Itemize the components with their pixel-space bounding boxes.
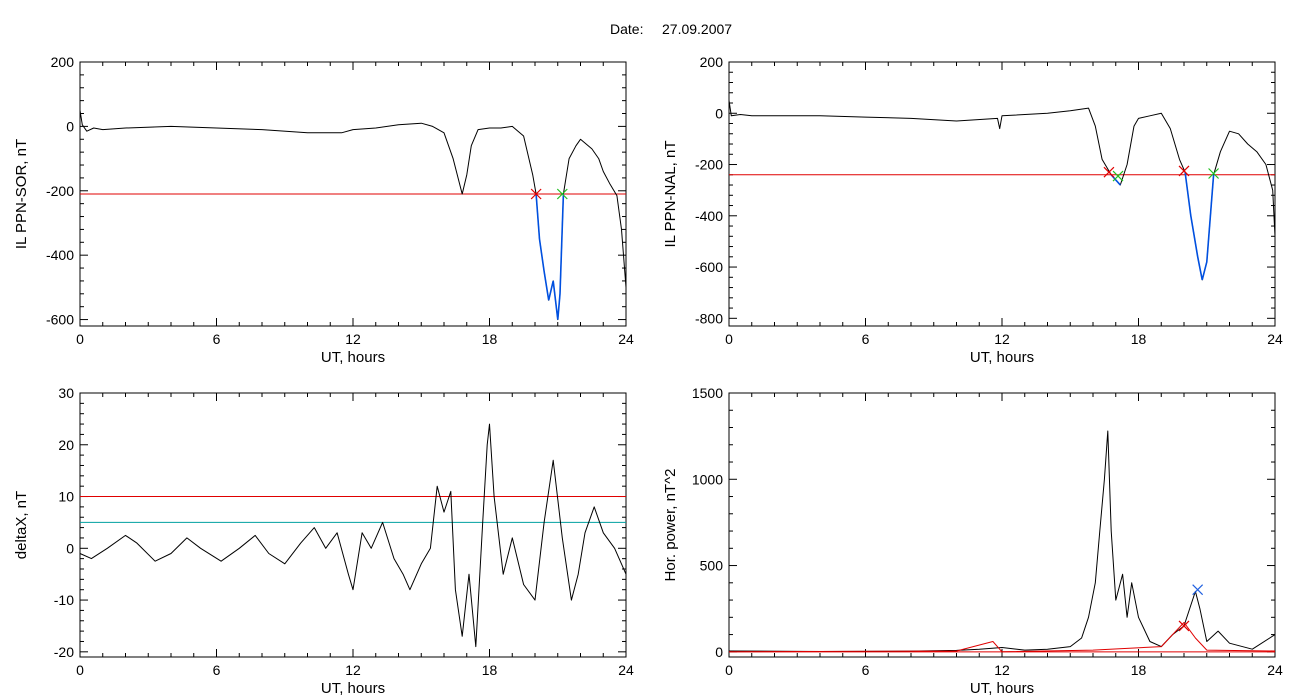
marker-red: [1178, 620, 1190, 632]
x-tick-label: 24: [618, 331, 634, 347]
marker-red: [1178, 165, 1190, 177]
x-tick-label: 6: [213, 331, 221, 347]
x-tick-label: 12: [345, 662, 361, 678]
x-axis-label: UT, hours: [970, 680, 1034, 697]
highlight-segment: [535, 193, 565, 320]
y-tick-label: -10: [54, 592, 74, 608]
series-line-1: [728, 100, 1276, 281]
plot-frame: [728, 61, 1276, 327]
x-tick-label: 12: [345, 331, 361, 347]
marker-red: [530, 188, 542, 200]
y-axis-label: deltaX, nT: [13, 491, 30, 559]
y-tick-label: -200: [46, 183, 74, 199]
y-tick-label: 200: [700, 54, 724, 70]
y-tick-label: -400: [46, 247, 74, 263]
series-line-1: [79, 423, 627, 648]
y-tick-label: 1000: [692, 471, 723, 487]
x-tick-label: 0: [725, 662, 733, 678]
marker-green: [556, 188, 568, 200]
chart-panel-4: 0 6 12 18 24 1500 1000 500 0 UT, hours Hor. power,…: [662, 385, 1283, 697]
x-tick-label: 24: [1267, 331, 1283, 347]
x-tick-label: 18: [482, 331, 498, 347]
y-tick-label: -800: [695, 310, 723, 326]
y-tick-label: -400: [695, 208, 723, 224]
x-tick-label: 0: [725, 331, 733, 347]
y-tick-label: -200: [695, 157, 723, 173]
y-tick-label: 20: [58, 437, 74, 453]
y-tick-label: -20: [54, 644, 74, 660]
series-line-2: [728, 622, 1276, 653]
x-tick-label: 18: [1131, 331, 1147, 347]
x-tick-label: 0: [76, 662, 84, 678]
marker-green: [1112, 170, 1124, 182]
y-tick-label: 0: [715, 644, 723, 660]
x-tick-label: 24: [618, 662, 634, 678]
y-tick-label: 1500: [692, 385, 723, 401]
y-tick-label: 0: [715, 105, 723, 121]
x-tick-label: 18: [1131, 662, 1147, 678]
x-tick-label: 24: [1267, 662, 1283, 678]
y-tick-label: -600: [695, 259, 723, 275]
x-tick-label: 6: [862, 662, 870, 678]
chart-panel-2: 0 6 12 18 24 200 0 -200 -400 -600 -800 UT, hours IL …: [662, 54, 1283, 366]
chart-panel-3: 0 6 12 18 24 30 20 10 0 -10 -20 UT, hours deltaX, nT: [13, 385, 634, 697]
highlight-segment: [1184, 172, 1215, 281]
y-tick-label: 200: [51, 54, 75, 70]
y-axis-label: IL PPN-NAL, nT: [662, 141, 679, 248]
marker-red: [1103, 166, 1115, 178]
x-tick-label: 6: [213, 662, 221, 678]
y-axis-label: IL PPN-SOR, nT: [13, 139, 30, 249]
chart-panel-1: 0 6 12 18 24 200 0 -200 -400 -600 UT, hours IL PPN-…: [13, 54, 634, 366]
x-axis-label: UT, hours: [321, 349, 385, 366]
x-tick-label: 0: [76, 331, 84, 347]
y-tick-label: 30: [58, 385, 74, 401]
x-tick-label: 6: [862, 331, 870, 347]
y-tick-label: 10: [58, 489, 74, 505]
y-tick-label: 0: [66, 540, 74, 556]
date-label: Date:: [610, 21, 643, 37]
x-tick-label: 12: [994, 662, 1010, 678]
x-tick-label: 12: [994, 331, 1010, 347]
date-value: 27.09.2007: [662, 21, 732, 37]
y-tick-label: -600: [46, 312, 74, 328]
series-line-1: [79, 110, 627, 321]
y-axis-label: Hor. power, nT^2: [662, 469, 679, 582]
marker-green: [1208, 168, 1219, 179]
x-axis-label: UT, hours: [321, 680, 385, 697]
series-line-1: [728, 430, 1276, 652]
y-tick-label: 500: [700, 558, 724, 574]
x-axis-label: UT, hours: [970, 349, 1034, 366]
plot-frame: [728, 392, 1276, 658]
x-tick-label: 18: [482, 662, 498, 678]
marker-blue: [1192, 584, 1204, 596]
y-tick-label: 0: [66, 118, 74, 134]
